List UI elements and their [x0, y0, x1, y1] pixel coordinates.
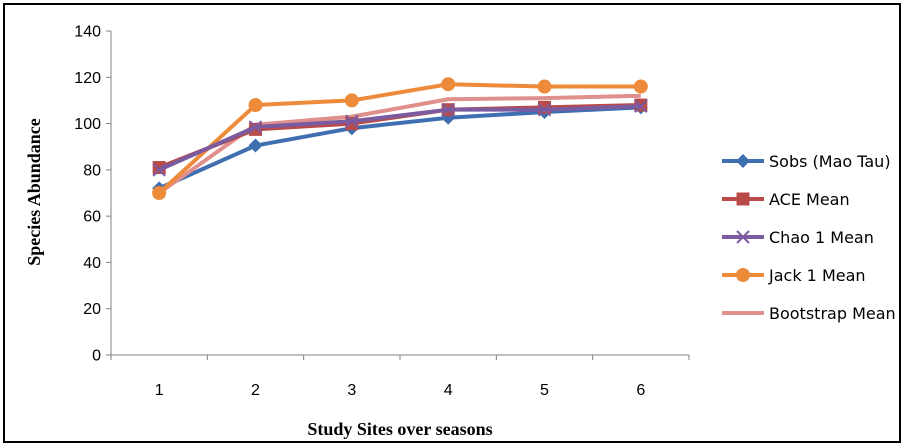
x-tick-label: 1 [155, 382, 164, 399]
x-tick-label: 6 [636, 382, 645, 399]
legend-label: Jack 1 Mean [768, 266, 866, 285]
y-tick-label: 20 [83, 301, 101, 318]
y-tick-label: 0 [92, 348, 101, 365]
legend-marker [736, 154, 750, 168]
y-ticks: 0 20 40 60 80 100 120 140 [74, 24, 111, 365]
x-tick-label: 5 [540, 382, 549, 399]
data-point [537, 102, 552, 117]
x-tick-label: 4 [444, 382, 453, 399]
x-axis-title: Study Sites over seasons [307, 419, 492, 439]
legend-marker [736, 230, 750, 244]
y-tick-label: 80 [83, 162, 101, 179]
y-tick-label: 40 [83, 255, 101, 272]
legend-label: Bootstrap Mean [769, 304, 896, 323]
legend-label: Chao 1 Mean [769, 228, 874, 247]
legend-item: ACE Mean [722, 190, 850, 209]
series-jack-1-mean [152, 77, 648, 200]
axes [110, 31, 689, 356]
y-axis-title: Species Abundance [24, 118, 44, 266]
legend-marker [736, 268, 750, 282]
data-point [152, 163, 166, 177]
legend-marker [736, 192, 750, 206]
data-point [538, 100, 551, 114]
series-layer [152, 77, 648, 200]
series-line [158, 104, 641, 172]
chart-frame [3, 3, 901, 443]
data-point [152, 161, 166, 175]
legend-label: Sobs (Mao Tau) [769, 152, 891, 171]
legend: Sobs (Mao Tau) ACE Mean Chao 1 Mean Jack 1 … [722, 152, 896, 323]
data-point [344, 93, 359, 108]
data-point [248, 138, 263, 153]
data-point [633, 79, 648, 94]
y-tick-label: 120 [74, 70, 101, 87]
data-point [634, 99, 648, 113]
legend-item: Bootstrap Mean [722, 304, 896, 323]
series-chao-1-mean [152, 99, 648, 177]
data-point [537, 79, 552, 94]
data-point [248, 98, 263, 113]
series-line [158, 105, 641, 191]
y-tick-label: 100 [74, 116, 101, 133]
data-point [152, 186, 167, 200]
x-ticks: 1 2 3 4 5 6 [110, 355, 690, 399]
y-tick-label: 60 [83, 209, 101, 226]
x-tick-label: 3 [347, 382, 356, 399]
x-tick-label: 2 [251, 382, 260, 399]
legend-item: Jack 1 Mean [722, 266, 866, 285]
y-tick-label: 140 [74, 24, 101, 41]
data-point [248, 120, 263, 134]
data-point [441, 102, 455, 117]
series-line [157, 82, 641, 195]
data-point [345, 114, 359, 128]
legend-item: Chao 1 Mean [722, 228, 874, 247]
data-point [441, 77, 456, 92]
legend-item: Sobs (Mao Tau) [722, 152, 891, 171]
legend-label: ACE Mean [769, 190, 850, 209]
